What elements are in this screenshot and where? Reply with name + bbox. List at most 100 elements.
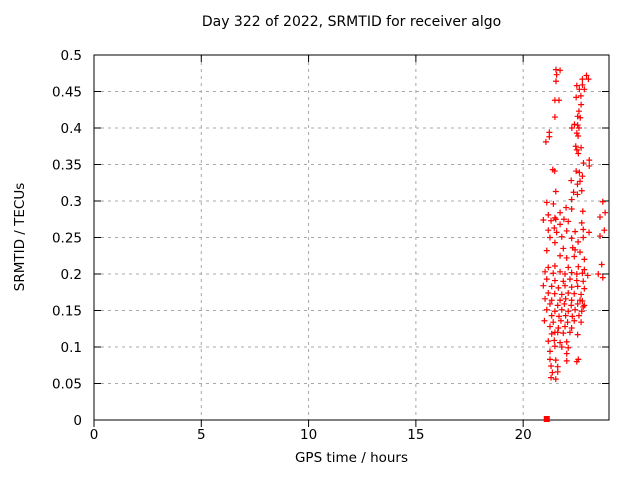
data-point-plus [575,125,582,131]
data-point-plus [575,108,582,115]
data-point-plus [548,217,555,224]
data-point-plus [542,138,549,145]
data-point-plus [580,226,587,233]
data-point-plus [574,331,581,338]
data-point-plus [545,289,552,296]
data-point-plus [565,218,572,225]
data-point-plus [560,245,567,252]
data-point-plus [565,344,572,351]
data-point-plus [548,312,555,319]
data-point-plus [585,76,592,83]
x-tick-label: 5 [197,427,206,443]
y-tick-label: 0.25 [52,231,82,247]
data-point-plus [558,233,565,240]
data-point-plus [558,344,565,350]
data-point-plus [566,276,573,283]
data-point-plus [581,266,588,273]
data-point-plus [552,216,559,223]
data-point-plus [580,303,587,310]
data-point-plus [557,268,564,275]
data-point-plus [574,122,581,129]
data-point-plus [586,157,593,164]
data-point-plus [572,246,579,253]
data-point-plus [554,363,561,370]
data-point-plus [596,214,603,221]
data-point-plus [583,72,590,79]
data-point-plus [578,187,585,194]
data-point-plus [557,317,564,324]
data-point-plus [584,272,591,279]
data-point-plus [563,350,570,357]
x-tick-label: 20 [515,427,532,443]
data-point-plus [543,199,550,206]
data-point-plus [568,206,575,213]
data-point-plus [545,227,552,234]
data-point-plus [577,92,584,99]
data-point-plus [546,348,553,355]
data-point-plus [545,338,552,345]
data-point-plus [580,160,587,167]
data-point-plus [601,227,608,234]
data-point-plus [575,133,582,140]
data-point-plus [574,283,581,290]
data-point-plus [541,317,548,324]
data-point-plus [578,291,585,298]
data-point-plus [577,114,584,121]
data-point-plus [572,143,579,150]
data-point-plus [599,274,606,281]
data-point-plus [598,261,605,268]
plot-border [93,54,610,421]
data-point-plus [563,227,570,234]
data-point-plus [540,216,547,223]
data-point-plus [573,277,580,284]
data-point-plus [546,234,553,241]
data-point-plus [548,297,555,304]
data-point-plus [586,162,593,169]
data-point-plus [543,247,550,254]
data-point-plus [581,285,588,292]
data-point-plus [543,306,550,313]
data-point-plus [568,177,575,184]
data-point-plus [595,271,602,277]
data-point-plus [560,330,567,337]
data-point-plus [573,168,580,175]
data-point-plus [546,323,553,330]
y-tick-label: 0.05 [52,377,82,393]
data-point-plus [557,209,564,216]
data-point-plus [573,146,580,153]
data-point-plus [576,169,583,176]
x-tick-label: 15 [407,427,424,443]
data-point-plus [551,214,558,221]
data-point-plus [557,297,564,304]
data-point-plus [575,312,582,319]
data-point-plus [586,229,593,236]
data-point-plus [553,71,560,78]
data-point-plus [543,276,550,283]
data-point-plus [568,302,575,309]
data-point-plus [552,188,559,195]
data-point-plus [578,144,585,151]
data-point-plus [551,225,558,232]
data-point-plus [552,357,559,364]
data-point-plus [552,66,559,73]
data-point-plus [551,308,558,315]
x-axis-label: GPS time / hours [294,450,409,466]
data-point-plus [579,270,586,277]
data-point-plus [558,291,565,298]
data-point-plus [564,319,571,326]
data-point-plus [551,262,558,269]
data-point-plus [573,130,580,137]
data-point-plus [540,282,547,289]
data-point-plus [548,330,555,337]
y-tick-label: 0.2 [61,267,82,283]
data-point-plus [554,368,561,375]
data-point-plus [560,216,567,223]
data-point-plus [568,235,575,242]
data-point-plus [568,297,575,304]
data-point-plus [552,376,559,383]
data-point-plus [551,114,558,121]
data-point-plus [561,300,568,307]
data-point-plus [562,282,569,289]
data-point-plus [552,78,559,85]
